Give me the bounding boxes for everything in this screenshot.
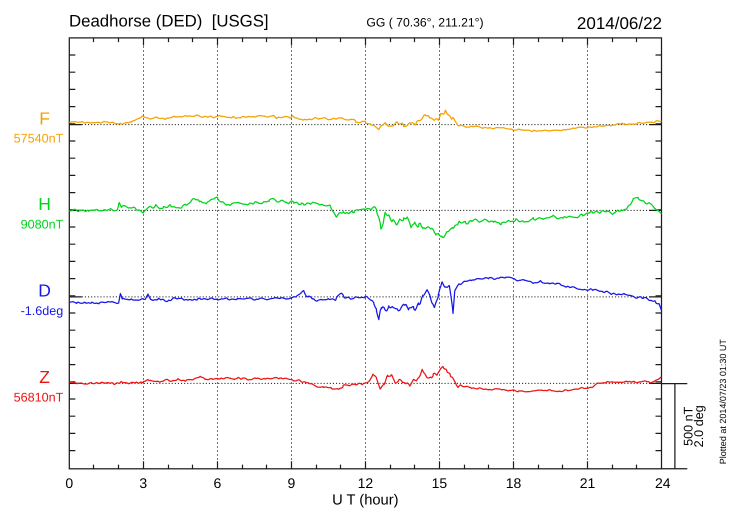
svg-text:Z: Z bbox=[39, 367, 50, 387]
svg-text:2014/06/22: 2014/06/22 bbox=[577, 14, 662, 33]
svg-text:GG ( 70.36°, 211.21°): GG ( 70.36°, 211.21°) bbox=[366, 15, 483, 29]
svg-text:56810nT: 56810nT bbox=[14, 390, 64, 404]
svg-text:Plotted at 2014/07/23 01:30 UT: Plotted at 2014/07/23 01:30 UT bbox=[718, 339, 728, 465]
svg-text:15: 15 bbox=[432, 475, 448, 491]
svg-text:500 nT: 500 nT bbox=[682, 406, 696, 446]
svg-text:Deadhorse (DED) [USGS]: Deadhorse (DED) [USGS] bbox=[69, 12, 269, 31]
svg-text:57540nT: 57540nT bbox=[14, 132, 64, 146]
svg-text:-1.6deg: -1.6deg bbox=[21, 304, 64, 318]
svg-text:18: 18 bbox=[506, 475, 522, 491]
svg-text:U T (hour): U T (hour) bbox=[332, 493, 398, 509]
svg-text:2.0 deg: 2.0 deg bbox=[692, 405, 706, 447]
svg-text:24: 24 bbox=[655, 475, 671, 491]
svg-text:12: 12 bbox=[358, 475, 374, 491]
svg-text:H: H bbox=[38, 194, 51, 214]
svg-text:9080nT: 9080nT bbox=[21, 217, 64, 231]
svg-text:6: 6 bbox=[214, 475, 222, 491]
svg-text:3: 3 bbox=[139, 475, 147, 491]
svg-text:F: F bbox=[39, 108, 50, 128]
svg-text:D: D bbox=[38, 281, 51, 301]
svg-text:9: 9 bbox=[288, 475, 296, 491]
svg-text:0: 0 bbox=[65, 475, 73, 491]
svg-text:21: 21 bbox=[580, 475, 596, 491]
